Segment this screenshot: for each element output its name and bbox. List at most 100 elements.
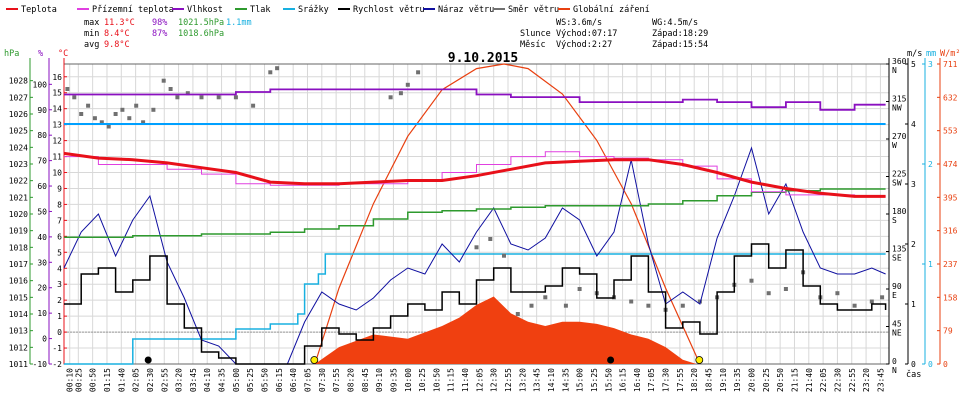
- x-tick-label-26: 10:50: [432, 368, 441, 392]
- rain-tick-label-1: 1: [928, 260, 933, 269]
- info-sun-label: Slunce: [520, 29, 551, 39]
- wind-direction-point: [65, 87, 70, 91]
- legend-label-7: Směr větru: [508, 5, 559, 15]
- moon-marker: [144, 356, 152, 364]
- wind-direction-point: [474, 245, 479, 250]
- wind-direction-point: [79, 112, 84, 116]
- direction-dir-label-6: W: [892, 141, 897, 150]
- x-tick-label-33: 13:45: [533, 368, 542, 392]
- x-tick-label-1: 00:25: [74, 368, 83, 392]
- x-tick-label-31: 12:55: [504, 368, 513, 392]
- x-tick-label-10: 04:10: [203, 368, 212, 392]
- info-wg: WG:4.5m/s: [652, 18, 698, 28]
- x-tick-label-49: 20:25: [762, 368, 771, 392]
- wind-direction-point: [515, 312, 520, 316]
- x-tick-label-19: 07:55: [332, 368, 341, 392]
- x-tick-label-40: 16:40: [633, 368, 642, 392]
- wind-direction-point: [92, 116, 97, 121]
- rain-tick-label-0: 0: [928, 360, 933, 369]
- x-tick-label-56: 23:20: [862, 368, 871, 392]
- x-tick-label-35: 14:35: [561, 368, 570, 392]
- wind-direction-point: [268, 70, 273, 75]
- x-tick-label-32: 13:20: [518, 368, 527, 392]
- stats-min-temp: 8.4°C: [104, 29, 130, 39]
- x-tick-label-5: 02:05: [132, 368, 141, 392]
- wind-speed-line: [64, 243, 887, 365]
- wind-direction-point: [127, 116, 132, 121]
- radiation-tick-label-7: 553: [943, 127, 958, 136]
- humidity-tick-label-8: 70: [37, 157, 47, 166]
- wind-direction-point: [697, 299, 702, 304]
- x-tick-label-38: 15:50: [604, 368, 613, 392]
- wind-direction-point: [869, 299, 874, 304]
- x-tick-label-29: 12:05: [475, 368, 484, 392]
- temperature-tick-label-9: 7: [57, 216, 62, 225]
- pressure-tick-label-0: 1011: [9, 360, 28, 369]
- direction-dir-label-4: S: [892, 216, 897, 225]
- pressure-tick-label-10: 1021: [9, 193, 28, 202]
- wind-direction-point: [502, 253, 506, 258]
- stats-box: max 11.3°C 98% 1021.5hPa 1.1mm min 8.4°C…: [84, 18, 252, 50]
- x-tick-label-57: 23:45: [876, 368, 885, 392]
- temperature-tick-label-5: 3: [57, 280, 62, 289]
- info-ws: WS:3.6m/s: [556, 18, 602, 28]
- x-tick-label-17: 07:05: [303, 368, 312, 392]
- wind-direction-point: [529, 303, 534, 308]
- temperature-tick-label-11: 9: [57, 184, 62, 193]
- pressure-tick-label-6: 1017: [9, 260, 28, 269]
- temperature-line: [63, 151, 886, 198]
- x-tick-label-14: 05:50: [261, 368, 270, 392]
- x-tick-label-2: 00:50: [89, 368, 98, 392]
- legend-label-5: Rychlost větru: [353, 5, 425, 15]
- x-tick-label-21: 08:45: [361, 368, 370, 392]
- wind-direction-point: [416, 70, 421, 75]
- direction-tick-label-8: 360: [892, 57, 907, 66]
- rain-tick-label-2: 2: [928, 160, 933, 169]
- wind-direction-point: [563, 303, 568, 308]
- theoretical-radiation-line: [314, 63, 701, 365]
- wind-direction-point: [175, 95, 180, 100]
- pressure-tick-label-1: 1012: [9, 343, 28, 352]
- direction-dir-label-7: NW: [892, 104, 902, 113]
- info-sunset: Západ:18:29: [652, 29, 708, 39]
- x-tick-label-23: 09:35: [389, 368, 398, 392]
- wind-direction-point: [783, 287, 788, 291]
- x-tick-label-39: 16:15: [619, 368, 628, 392]
- wind-direction-point: [749, 278, 754, 283]
- radiation-tick-label-6: 474: [943, 160, 958, 169]
- wind-direction-point: [161, 78, 166, 83]
- info-moon-label: Měsíc: [520, 40, 546, 50]
- direction-tick-label-2: 90: [892, 282, 902, 291]
- stats-max-press: 1021.5hPa: [178, 18, 224, 28]
- legend-label-2: Vlhkost: [187, 5, 223, 15]
- x-tick-label-24: 10:00: [404, 368, 413, 392]
- temperature-tick-label-12: 10: [52, 169, 62, 178]
- humidity-unit: %: [38, 49, 43, 59]
- direction-dir-label-3: SE: [892, 254, 902, 263]
- legend-label-1: Přízemní teplota: [92, 5, 174, 15]
- x-tick-label-0: 00:10: [66, 368, 75, 392]
- radiation-tick-label-0: 0: [943, 360, 948, 369]
- x-tick-label-27: 11:15: [447, 368, 456, 392]
- temperature-tick-label-4: 2: [57, 296, 62, 305]
- wind-direction-point: [835, 291, 840, 296]
- direction-tick-label-6: 270: [892, 132, 907, 141]
- stats-max-rain: 1.1mm: [226, 18, 252, 28]
- wind-direction-point: [680, 303, 685, 308]
- x-tick-label-20: 08:20: [346, 368, 355, 392]
- stats-max-temp: 11.3°C: [104, 18, 135, 28]
- pressure-tick-label-5: 1016: [9, 277, 28, 286]
- pressure-tick-label-15: 1026: [9, 110, 28, 119]
- wind-direction-point: [629, 299, 634, 304]
- humidity-tick-label-10: 90: [37, 106, 47, 115]
- pressure-tick-label-14: 1025: [9, 127, 28, 136]
- pressure-tick-label-12: 1023: [9, 160, 28, 169]
- x-tick-label-16: 06:40: [289, 368, 298, 392]
- direction-tick-label-7: 315: [892, 95, 907, 104]
- legend-label-6: Náraz větru: [438, 5, 494, 15]
- radiation-area: [314, 296, 697, 364]
- radiation-tick-label-2: 158: [943, 293, 958, 302]
- humidity-tick-label-0: -10: [33, 360, 48, 369]
- radiation-tick-label-1: 79: [943, 327, 953, 336]
- x-tick-label-15: 06:15: [275, 368, 284, 392]
